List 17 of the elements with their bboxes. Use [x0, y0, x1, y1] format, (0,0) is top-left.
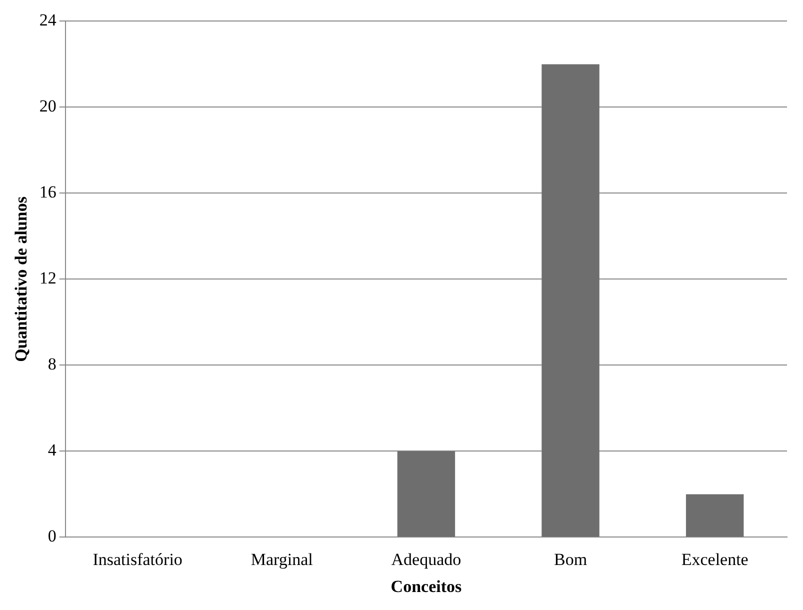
x-tick-label: Adequado	[391, 550, 462, 569]
y-tick-label: 20	[39, 96, 56, 116]
bar	[542, 64, 600, 537]
x-axis-title: Conceitos	[390, 577, 462, 596]
y-axis-title: Quantitativo de alunos	[12, 196, 31, 362]
bar	[686, 494, 744, 537]
y-tick-label: 0	[48, 526, 56, 546]
y-tick-label: 8	[48, 354, 56, 374]
x-tick-label: Excelente	[681, 550, 748, 569]
y-tick-label: 16	[39, 182, 56, 202]
y-tick-label: 4	[48, 440, 57, 460]
bar	[397, 451, 456, 537]
y-tick-label: 12	[39, 268, 56, 288]
y-tick-label: 24	[39, 10, 57, 30]
x-tick-label: Insatisfatório	[92, 550, 182, 569]
x-tick-label: Bom	[554, 550, 588, 569]
x-tick-label: Marginal	[250, 550, 314, 569]
